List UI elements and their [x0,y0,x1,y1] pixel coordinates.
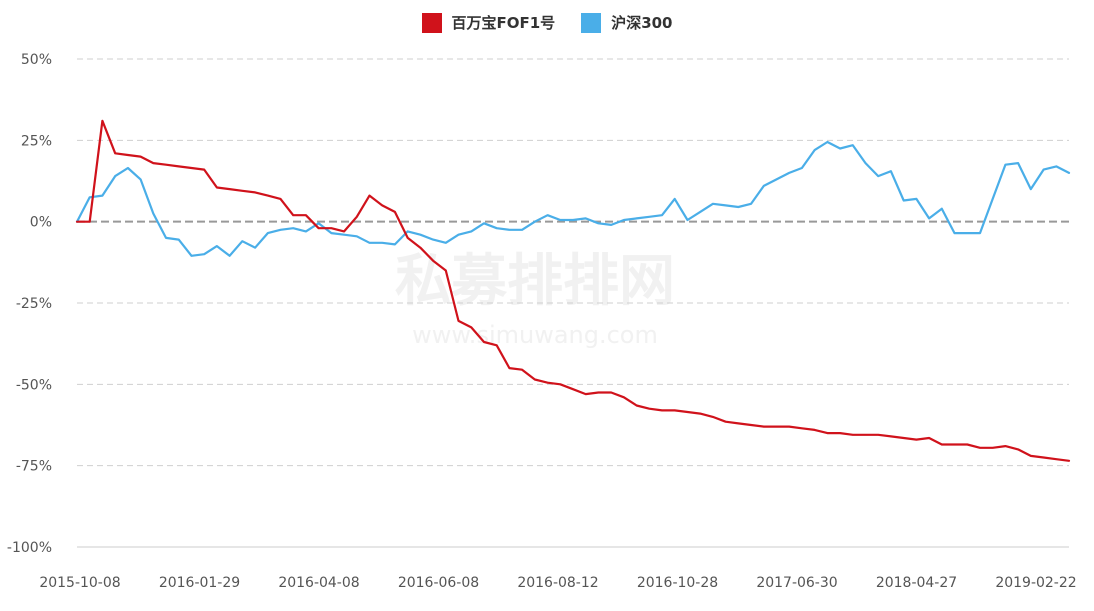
series-line-2[interactable] [75,140,1071,257]
legend-label-series-2: 沪深300 [611,14,673,32]
x-tick-label-2: 2016-04-08 [278,575,359,591]
y-tick-label-3: -25% [16,296,52,312]
x-axis-ticks: 2015-10-08 2016-01-29 2016-04-08 2016-06-08… [39,575,1076,591]
watermark-url-text: www.simuwang.com [412,321,658,349]
y-tick-label-4: -50% [16,377,52,393]
legend-label-series-1: 百万宝FOF1号 [451,14,556,32]
x-tick-label-7: 2018-04-27 [876,575,957,591]
chart-legend: 百万宝FOF1号 沪深300 [0,12,1094,33]
legend-item-series-1[interactable]: 百万宝FOF1号 [421,12,556,33]
x-tick-label-4: 2016-08-12 [517,575,598,591]
y-tick-label-1: 25% [21,133,52,149]
legend-swatch-series-2 [581,12,602,33]
series-line-1[interactable] [75,119,1071,462]
y-tick-label-6: -100% [7,540,52,556]
legend-item-series-2[interactable]: 沪深300 [581,12,673,33]
y-tick-label-2: 0% [30,215,52,231]
y-tick-label-5: -75% [16,459,52,475]
x-tick-label-8: 2019-02-22 [995,575,1076,591]
grid-lines [77,58,1069,548]
watermark-logo-text: 私募排排网 [395,249,675,314]
series-lines [75,119,1071,462]
legend-swatch-series-1 [421,12,442,33]
x-tick-label-0: 2015-10-08 [39,575,120,591]
y-tick-label-0: 50% [21,52,52,68]
x-tick-label-3: 2016-06-08 [398,575,479,591]
y-axis-ticks: 50% 25% 0% -25% -50% -75% -100% [7,52,52,556]
x-tick-label-6: 2017-06-30 [756,575,837,591]
x-tick-label-5: 2016-10-28 [637,575,718,591]
x-tick-label-1: 2016-01-29 [159,575,240,591]
